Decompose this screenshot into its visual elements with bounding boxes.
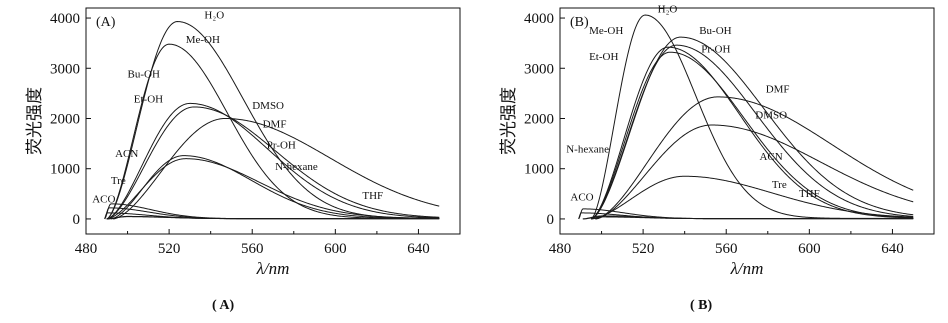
y-tick-label: 3000 (50, 61, 80, 77)
series-label: THF (362, 190, 383, 202)
series-label: Bu-OH (699, 25, 731, 37)
series-line (112, 117, 440, 220)
series-label: Pr-OH (701, 44, 730, 56)
y-tick-label: 1000 (524, 162, 554, 178)
series-label: DMSO (252, 100, 284, 112)
x-tick-label: 600 (798, 241, 821, 257)
series-label: ACN (759, 151, 782, 163)
y-tick-label: 0 (73, 212, 81, 228)
y-tick-label: 0 (547, 212, 555, 228)
series-line (595, 124, 914, 220)
panel-tag: (A) (96, 15, 116, 30)
x-tick-label: 640 (881, 241, 904, 257)
caption-b: ( B) (690, 298, 713, 313)
series-line (595, 96, 914, 220)
series-label: Et-OH (134, 93, 163, 105)
y-axis-label: 荧光强度 (499, 87, 518, 155)
y-axis-label: 荧光强度 (25, 87, 44, 155)
series-label: THF (799, 188, 820, 200)
series-label: ACN (115, 148, 138, 160)
y-tick-label: 3000 (524, 61, 554, 77)
series-line (591, 175, 914, 220)
y-tick-label: 2000 (524, 111, 554, 127)
x-axis-label: λ/nm (730, 259, 764, 278)
x-tick-label: 560 (241, 241, 264, 257)
series-label: DMF (263, 119, 287, 131)
series-line (578, 212, 914, 220)
series-label: Me-OH (186, 34, 220, 46)
series-line (106, 102, 440, 220)
x-axis-label: λ/nm (256, 259, 290, 278)
y-tick-label: 4000 (50, 11, 80, 27)
series-label: Tre (772, 179, 787, 191)
y-tick-label: 1000 (50, 162, 80, 178)
series-line (590, 14, 914, 220)
series-line (110, 155, 440, 220)
series-label: Tre (111, 175, 126, 187)
caption-a: ( A) (212, 298, 235, 313)
series-line (591, 44, 914, 220)
series-label: Me-OH (589, 25, 623, 37)
panel-tag: (B) (570, 15, 589, 30)
chart-panel-a: 0 1000 2000 3000 4000 480 520 560 600 640 λ/nm 荧光强度… (25, 7, 461, 278)
x-tick-label: 520 (158, 241, 181, 257)
plot-frame (85, 7, 461, 235)
series-label: ACO (570, 191, 593, 203)
x-tick-label: 480 (75, 241, 98, 257)
y-tick-label: 2000 (50, 111, 80, 127)
series-line (106, 106, 440, 220)
series-line (106, 158, 440, 220)
series-label: H₂O (204, 10, 224, 22)
series-label: DMSO (755, 109, 787, 121)
x-tick-label: 560 (715, 241, 738, 257)
series-label: N-hexane (275, 161, 318, 173)
series-label: Bu-OH (128, 68, 160, 80)
x-tick-label: 640 (407, 241, 430, 257)
series-label: Et-OH (589, 51, 618, 63)
series-label: N-hexane (566, 144, 609, 156)
series-label: ACO (92, 193, 115, 205)
x-tick-label: 520 (632, 241, 655, 257)
chart-panel-b: 0 1000 2000 3000 4000 480 520 560 600 640 λ/nm 荧光强度… (499, 4, 935, 278)
x-tick-label: 600 (324, 241, 347, 257)
series-line (591, 46, 914, 220)
series-line (591, 36, 914, 220)
x-tick-label: 480 (549, 241, 572, 257)
series-label: Pr-OH (267, 140, 296, 152)
series-line (104, 212, 440, 220)
plot-frame (559, 7, 935, 235)
y-tick-label: 4000 (524, 11, 554, 27)
series-label: DMF (766, 83, 790, 95)
series-label: H₂O (658, 4, 678, 16)
